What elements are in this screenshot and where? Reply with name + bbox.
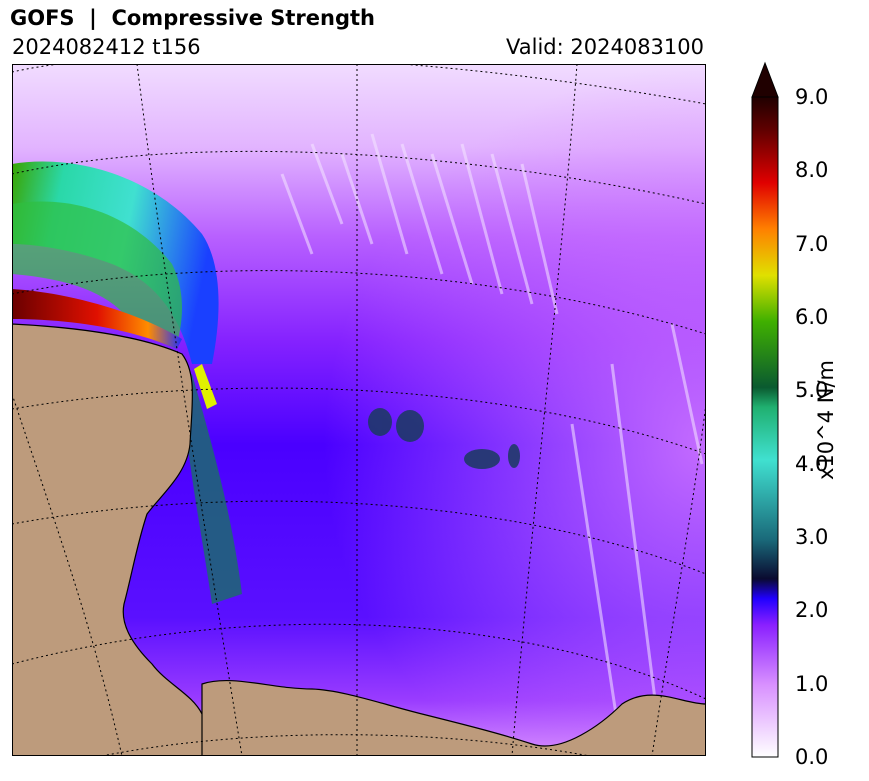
colorbar-tick-label: 7.0	[795, 231, 829, 256]
colorbar-label: x10^4 N/m	[814, 359, 838, 481]
ice-streaks	[280, 133, 704, 755]
colorbar-tick-label: 9.0	[795, 85, 829, 109]
map-panel	[12, 64, 706, 756]
colorbar-tick-label: 4.0	[795, 451, 829, 476]
valid-time-label: Valid: 2024083100	[506, 35, 704, 59]
ice-ridges	[368, 408, 520, 469]
colorbar-tick-label: 8.0	[795, 158, 829, 183]
map-frame	[12, 64, 706, 756]
colorbar	[751, 61, 779, 758]
colorbar-tick-label: 2.0	[795, 598, 829, 623]
land-west	[12, 323, 213, 756]
colorbar-tick-label: 6.0	[795, 305, 829, 329]
init-time-label: 2024082412 t156	[12, 35, 201, 59]
graticule	[12, 64, 706, 756]
hot-band	[12, 289, 182, 349]
colorbar-tick-label: 0.0	[795, 745, 829, 769]
colorbar-tick-label: 5.0	[795, 378, 829, 403]
colorbar-tick-label: 3.0	[795, 525, 829, 549]
land-south	[201, 679, 706, 756]
colorbar-extend-arrow	[751, 61, 779, 98]
colorbar-gradient	[751, 96, 779, 758]
map-title: GOFS | Compressive Strength	[10, 6, 375, 30]
colorbar-tick-label: 1.0	[795, 671, 829, 696]
